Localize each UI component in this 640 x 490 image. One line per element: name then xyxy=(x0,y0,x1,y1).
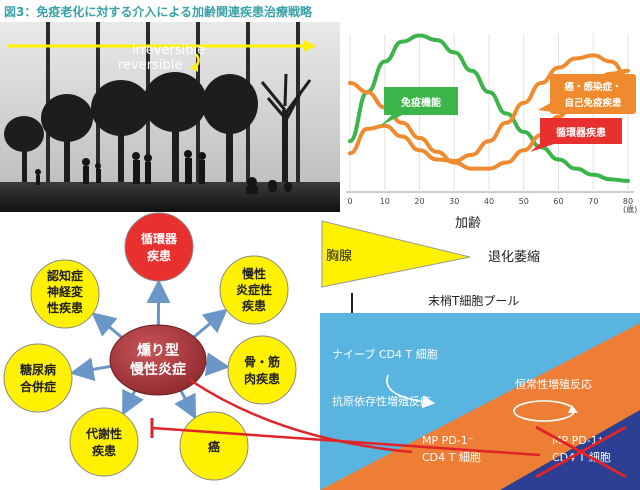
x-tick-label-40: 40 xyxy=(484,197,494,206)
x-tick-label-50: 50 xyxy=(519,197,529,206)
mp-pd1-pos-region xyxy=(500,410,640,490)
immune-function-label: 免疫機能 xyxy=(380,87,458,126)
node-chronic-inflammatory: 慢性 炎症性 疾患 xyxy=(219,255,289,325)
people-silhouettes xyxy=(35,150,292,194)
network-arrow-6 xyxy=(91,312,127,342)
node-inflam-l1: 慢性 xyxy=(242,266,266,281)
node-inflam-l3: 疾患 xyxy=(242,298,266,313)
x-tick-label-80: 80 xyxy=(623,197,633,206)
mp-pd1-neg-line2: CD4 T 細胞 xyxy=(422,451,481,464)
chart-ticks: 0 10 20 30 40 50 60 70 80 xyxy=(347,197,633,206)
series-line-1 xyxy=(348,53,630,163)
node-metabolic-l1: 代謝性 xyxy=(85,426,122,441)
tree-silhouettes xyxy=(4,72,312,189)
silhouette-scene xyxy=(0,22,340,212)
x-unit-label: (歳) xyxy=(623,204,637,214)
node-inflam-l2: 炎症性 xyxy=(236,282,272,297)
node-diabetes: 糖尿病 合併症 xyxy=(3,343,73,413)
antigen-proliferation-label: 抗原依存性増殖反応 xyxy=(332,394,431,408)
immune-aging-chart: 0 10 20 30 40 50 60 70 80 (歳) 免疫機能 癌・感染症・ 自己免疫疾患… xyxy=(340,22,640,222)
node-diabetes-l1: 糖尿病 xyxy=(20,362,56,377)
node-cardiovascular-l1: 循環器 xyxy=(141,231,178,246)
cycle-arrow-head xyxy=(568,405,578,413)
cardiovascular-text: 循環器疾患 xyxy=(556,126,606,139)
node-metabolic-l2: 疾患 xyxy=(92,443,116,458)
node-bone-l1: 骨・筋 xyxy=(244,354,280,369)
node-dementia-l3: 性疾患 xyxy=(46,300,83,315)
node-bone-l2: 肉疾患 xyxy=(244,371,280,386)
thymus-label: 胸腺 xyxy=(326,249,352,264)
atrophy-label: 退化萎縮 xyxy=(488,249,540,265)
node-cancer-l1: 癌 xyxy=(208,439,220,454)
node-bone-muscle: 骨・筋 肉疾患 xyxy=(227,335,297,405)
node-dementia-l2: 神経変 xyxy=(47,284,84,299)
x-tick-label-10: 10 xyxy=(380,197,390,206)
chronic-inflammation-network: 燻り型 慢性炎症 循環器 疾患 慢性 炎症性 疾患 骨・筋 肉疾患 癌 代謝性 … xyxy=(3,212,297,481)
series-line-0 xyxy=(348,33,630,183)
figure-title: 図3：免疫老化に対する介入による加齢関連疾患治療戦略 xyxy=(4,5,312,19)
immune-function-text: 免疫機能 xyxy=(401,96,441,109)
irreversible-label: irreversible xyxy=(132,43,206,58)
network-arrow-1 xyxy=(189,308,228,342)
x-tick-label-60: 60 xyxy=(553,197,563,206)
node-dementia-l1: 認知症 xyxy=(47,268,83,283)
center-text-line2: 慢性炎症 xyxy=(130,361,186,378)
x-tick-label-30: 30 xyxy=(449,197,459,206)
node-diabetes-l2: 合併症 xyxy=(20,379,56,394)
cancer-text-line2: 自己免疫疾患 xyxy=(564,97,622,109)
reversible-arrow-head xyxy=(190,62,198,72)
irreversible-arrow-head xyxy=(304,40,316,52)
network-arrow-4 xyxy=(122,387,144,416)
center-text-line1: 燻り型 xyxy=(137,342,179,359)
homeostatic-proliferation-label: 恒常性増殖反応 xyxy=(515,377,592,391)
x-tick-label-0: 0 xyxy=(347,197,352,206)
smoldering-inflammation-node: 燻り型 慢性炎症 xyxy=(109,324,207,396)
x-axis-label: 加齢 xyxy=(455,216,482,231)
cancer-infection-label: 癌・感染症・ 自己免疫疾患 xyxy=(538,74,636,114)
cancer-text-line1: 癌・感染症・ xyxy=(564,81,621,93)
x-tick-label-70: 70 xyxy=(588,197,598,206)
network-arrow-3 xyxy=(174,387,197,420)
node-dementia: 認知症 神経変 性疾患 xyxy=(30,259,100,329)
aging-silhouette-photo: irreversible reversible xyxy=(0,22,340,212)
node-metabolic: 代謝性 疾患 xyxy=(69,407,139,477)
mp-pd1-neg-line1: MP PD-1⁻ xyxy=(422,434,474,447)
x-tick-label-20: 20 xyxy=(414,197,424,206)
reversible-label: reversible xyxy=(118,58,183,73)
node-cardiovascular: 循環器 疾患 xyxy=(124,212,194,282)
cardiovascular-label: 循環器疾患 xyxy=(530,118,622,152)
thymus-triangle xyxy=(321,220,471,288)
naive-cd4-label: ナイーブ CD4 T 細胞 xyxy=(332,347,438,361)
t-cell-pool-panel: 胸腺 退化萎縮 末梢T細胞プール ナイーブ CD4 T 細胞 抗原依存性増殖反応… xyxy=(320,220,640,490)
node-cardiovascular-l2: 疾患 xyxy=(147,248,171,263)
node-cancer: 癌 xyxy=(179,411,249,481)
cross-line-2 xyxy=(535,425,627,479)
peripheral-pool-label: 末梢T細胞プール xyxy=(428,293,519,308)
